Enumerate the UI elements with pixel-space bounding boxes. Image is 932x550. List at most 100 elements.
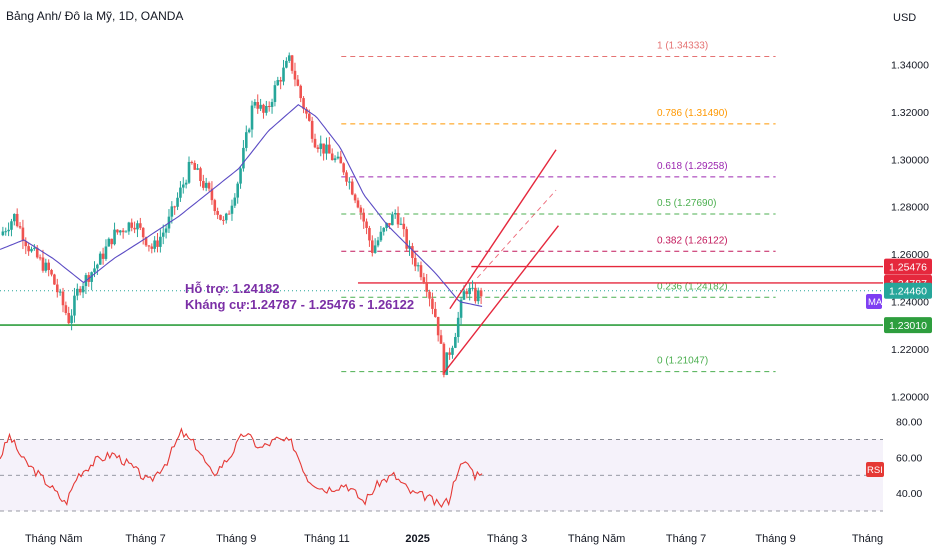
time-tick-label: 2025 xyxy=(405,533,429,545)
candle-body xyxy=(98,253,102,265)
candle-body xyxy=(38,257,42,259)
candle-body xyxy=(256,102,260,109)
chart-title: Bảng Anh/ Đô la Mỹ, 1D, OANDA xyxy=(6,9,183,23)
candle-body xyxy=(96,264,99,269)
candle-body xyxy=(316,147,320,149)
fib-level-label: 0 (1.21047) xyxy=(657,356,708,367)
price-tag xyxy=(884,317,932,334)
candle-body xyxy=(35,247,39,258)
candle-body xyxy=(253,102,257,106)
candle-body xyxy=(187,161,191,183)
candle-body xyxy=(293,70,297,80)
candle-body xyxy=(373,245,377,253)
candle-body xyxy=(207,182,211,189)
candle-body xyxy=(270,101,274,107)
candle-body xyxy=(459,299,463,318)
candle-body xyxy=(181,184,185,188)
channel-middle-line xyxy=(476,189,557,279)
candle-body xyxy=(176,197,179,207)
time-tick-label: Tháng 9 xyxy=(216,533,256,545)
candle-body xyxy=(7,229,10,232)
candle-body xyxy=(199,168,202,182)
candle-body xyxy=(359,207,363,213)
time-tick-label: Tháng 11 xyxy=(304,533,350,545)
candle-body xyxy=(53,274,56,285)
candle-body xyxy=(90,272,93,282)
candle-body xyxy=(262,104,265,113)
rsi-tag-label: RSI xyxy=(867,465,883,476)
price-tick-label: 1.30000 xyxy=(891,154,929,166)
candle-body xyxy=(173,206,176,208)
price-tag xyxy=(884,282,932,299)
candle-body xyxy=(156,240,159,247)
candle-body xyxy=(350,181,354,195)
candle-body xyxy=(413,257,417,267)
candle-body xyxy=(342,163,345,173)
candle-body xyxy=(273,85,277,102)
candle-body xyxy=(121,230,125,233)
candle-body xyxy=(222,219,225,221)
candle-body xyxy=(393,213,397,215)
candle-body xyxy=(365,221,368,228)
candle-body xyxy=(322,143,325,154)
candle-body xyxy=(70,315,73,324)
candle-body xyxy=(356,200,360,208)
candle-body xyxy=(259,104,262,109)
candle-body xyxy=(319,143,323,149)
candle-body xyxy=(67,312,71,324)
candle-body xyxy=(285,60,288,68)
price-tick-label: 1.24000 xyxy=(891,297,929,309)
candle-body xyxy=(310,120,314,139)
candle-body xyxy=(159,236,162,247)
candle-body xyxy=(116,229,119,233)
candle-body xyxy=(196,168,199,170)
candle-body xyxy=(33,247,36,249)
candle-body xyxy=(476,290,480,302)
candle-body xyxy=(44,262,48,271)
candle-body xyxy=(136,223,139,230)
candle-body xyxy=(474,287,477,302)
time-tick-label: Tháng 7 xyxy=(125,533,165,545)
candle-body xyxy=(161,232,165,237)
ma-tag-label: MA xyxy=(868,297,883,308)
candle-body xyxy=(305,108,308,114)
candle-body xyxy=(41,257,45,271)
price-tick-label: 1.26000 xyxy=(891,249,929,261)
candle-body xyxy=(379,231,383,241)
candle-body xyxy=(328,144,331,154)
ma-line xyxy=(0,104,483,307)
candle-body xyxy=(147,245,151,247)
rsi-tick-label: 80.00 xyxy=(896,417,922,429)
candle-body xyxy=(382,227,386,232)
channel-upper-line[interactable] xyxy=(449,149,557,310)
candle-body xyxy=(279,80,282,82)
candle-body xyxy=(204,182,208,188)
channel-lower-line[interactable] xyxy=(443,225,559,374)
candle-body xyxy=(465,291,469,295)
candle-body xyxy=(302,98,305,109)
candle-body xyxy=(330,153,334,161)
candle-body xyxy=(242,147,245,169)
candle-body xyxy=(10,221,13,230)
fib-level-label: 0.382 (1.26122) xyxy=(657,235,728,246)
candle-body xyxy=(179,187,182,198)
candle-body xyxy=(104,246,108,259)
candle-body xyxy=(436,316,440,336)
candle-body xyxy=(282,67,285,82)
candle-body xyxy=(230,205,234,214)
candle-body xyxy=(224,213,228,221)
candle-body xyxy=(93,268,96,273)
candle-body xyxy=(101,253,105,259)
candle-body xyxy=(439,335,443,344)
candle-body xyxy=(13,213,16,222)
candle-body xyxy=(385,222,388,228)
candle-body xyxy=(445,352,449,375)
candle-body xyxy=(133,227,136,230)
candle-body xyxy=(376,240,380,246)
candle-body xyxy=(362,212,366,222)
fib-level-label: 0.786 (1.31490) xyxy=(657,108,728,119)
candle-body xyxy=(250,105,254,130)
candle-body xyxy=(130,222,134,228)
candle-body xyxy=(184,182,188,185)
